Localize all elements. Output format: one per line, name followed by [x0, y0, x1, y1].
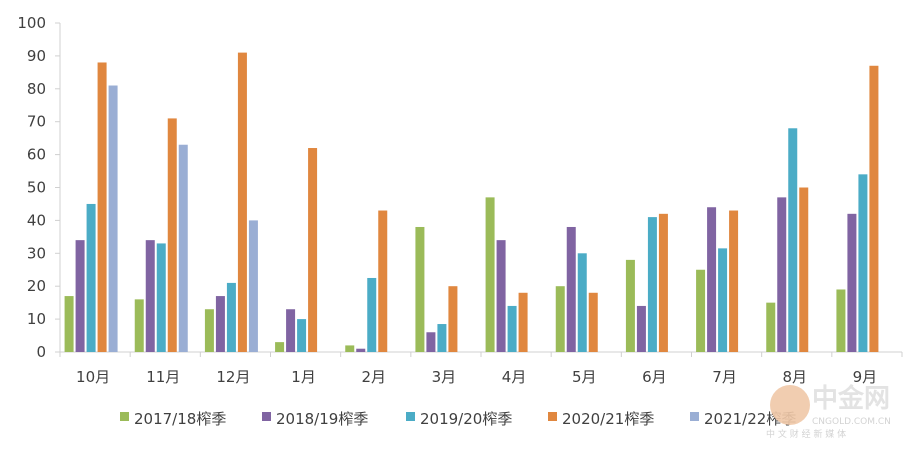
legend-label: 2017/18榨季: [134, 410, 226, 428]
bar: [64, 296, 74, 352]
watermark-site: CNGOLD.COM.CN: [812, 417, 891, 427]
bar: [237, 52, 247, 353]
watermark-logo-text: 中金网: [812, 383, 890, 414]
x-tick-label: 10月: [76, 368, 110, 386]
bar: [308, 148, 318, 352]
plot-area: [64, 52, 879, 353]
bar: [378, 210, 388, 352]
bar: [367, 277, 377, 352]
legend-label: 2018/19榨季: [276, 410, 368, 428]
legend: 2017/18榨季 2018/19榨季 2019/20榨季 2020/21榨季 2021…: [120, 410, 796, 428]
bar: [178, 144, 188, 352]
x-tick-label: 12月: [216, 368, 250, 386]
bar: [356, 348, 366, 352]
bar: [215, 296, 225, 352]
bar: [297, 319, 307, 352]
y-axis: 0 10 20 30 40 50 60 70 80 90 100: [17, 14, 60, 361]
bar: [658, 213, 668, 352]
watermark: 中金网 CNGOLD.COM.CN 中 文 财 经 新 媒 体: [766, 383, 891, 440]
bar: [766, 302, 776, 352]
y-tick-label: 20: [27, 277, 46, 295]
x-axis: 10月 11月 12月 1月 2月 3月 4月 5月 6月 7月 8月 9月: [59, 352, 903, 386]
x-tick-label: 4月: [502, 368, 527, 386]
bar: [799, 187, 809, 352]
x-tick-label: 9月: [853, 368, 878, 386]
y-tick-label: 30: [27, 244, 46, 262]
bar: [836, 289, 846, 352]
legend-swatch: [120, 412, 129, 421]
y-tick-label: 90: [27, 47, 46, 65]
bar: [75, 240, 85, 352]
y-tick-label: 70: [27, 113, 46, 131]
x-tick-label: 1月: [291, 368, 316, 386]
bar: [437, 324, 447, 352]
legend-swatch: [406, 412, 415, 421]
bar: [555, 286, 565, 352]
bar: [426, 332, 436, 352]
bar: [729, 210, 739, 352]
x-tick-label: 6月: [642, 368, 667, 386]
bar: [167, 118, 177, 352]
bar: [707, 207, 717, 352]
y-tick-label: 40: [27, 211, 46, 229]
x-tick-label: 5月: [572, 368, 597, 386]
bar: [636, 305, 646, 352]
bar: [415, 226, 425, 352]
bar: [518, 292, 528, 352]
bar: [485, 197, 495, 352]
x-tick-label: 8月: [782, 368, 807, 386]
bar: [577, 253, 587, 352]
bar: [226, 282, 236, 352]
y-tick-label: 80: [27, 80, 46, 98]
x-tick-label: 7月: [712, 368, 737, 386]
y-tick-label: 100: [17, 14, 46, 32]
watermark-logo-icon: [770, 385, 810, 425]
legend-swatch: [690, 412, 699, 421]
legend-swatch: [548, 412, 557, 421]
bar: [696, 269, 706, 352]
legend-swatch: [262, 412, 271, 421]
bar: [847, 213, 857, 352]
bar: [566, 226, 576, 352]
bar: [345, 345, 355, 352]
bar: [108, 85, 118, 352]
y-tick-label: 50: [27, 179, 46, 197]
bar: [647, 217, 657, 352]
bar: [86, 203, 96, 352]
bar: [248, 220, 258, 352]
bar: [97, 62, 107, 352]
bar: [625, 259, 635, 352]
bar: [858, 174, 868, 352]
x-tick-label: 2月: [361, 368, 386, 386]
bar: [134, 299, 144, 352]
bar: [275, 342, 285, 352]
bar: [145, 240, 155, 352]
bar: [156, 243, 166, 352]
bar: [496, 240, 506, 352]
bar: [788, 128, 798, 352]
bar: [507, 305, 517, 352]
legend-label: 2020/21榨季: [562, 410, 654, 428]
bar: [204, 309, 214, 352]
bar: [588, 292, 598, 352]
bar: [286, 309, 296, 352]
bar: [869, 65, 879, 353]
watermark-subtitle: 中 文 财 经 新 媒 体: [766, 428, 846, 440]
legend-label: 2019/20榨季: [420, 410, 512, 428]
bar: [777, 197, 787, 352]
x-tick-label: 11月: [146, 368, 180, 386]
x-tick-label: 3月: [432, 368, 457, 386]
y-tick-label: 10: [27, 310, 46, 328]
bar: [718, 248, 728, 352]
y-tick-label: 60: [27, 146, 46, 164]
y-tick-label: 0: [36, 343, 46, 361]
bar: [448, 286, 458, 352]
